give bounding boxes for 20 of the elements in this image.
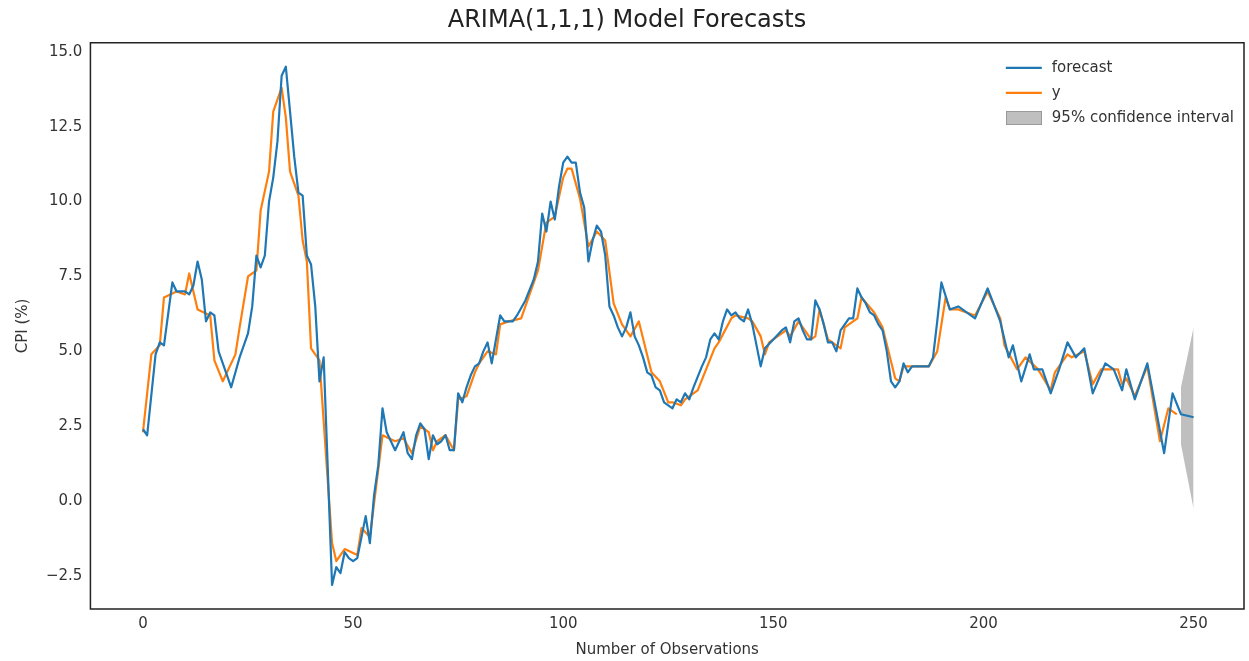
y-tick-label: 12.5 bbox=[49, 116, 83, 135]
y-tick-label: −2.5 bbox=[45, 565, 83, 584]
legend-label: y bbox=[1051, 82, 1061, 101]
y-tick-label: 15.0 bbox=[49, 41, 83, 60]
x-tick-label: 0 bbox=[138, 613, 148, 632]
x-tick-label: 100 bbox=[548, 613, 578, 632]
legend-label: forecast bbox=[1051, 57, 1113, 76]
x-axis-title: Number of Observations bbox=[575, 639, 760, 658]
y-axis-title: CPI (%) bbox=[12, 298, 31, 354]
y-tick-label: 7.5 bbox=[58, 266, 83, 285]
y-tick-label: 2.5 bbox=[58, 416, 83, 435]
x-tick-label: 150 bbox=[759, 613, 788, 632]
y-tick-label: 5.0 bbox=[58, 341, 83, 360]
x-tick-label: 200 bbox=[969, 613, 998, 632]
y-tick-label: 0.0 bbox=[58, 491, 83, 510]
annotation: 95% confidence interval bbox=[1051, 107, 1235, 126]
chart-title: ARIMA(1,1,1) Model Forecasts bbox=[447, 4, 807, 33]
y-tick-label: 10.0 bbox=[49, 191, 83, 210]
x-tick-label: 50 bbox=[343, 613, 363, 632]
x-tick-label: 250 bbox=[1179, 613, 1208, 632]
